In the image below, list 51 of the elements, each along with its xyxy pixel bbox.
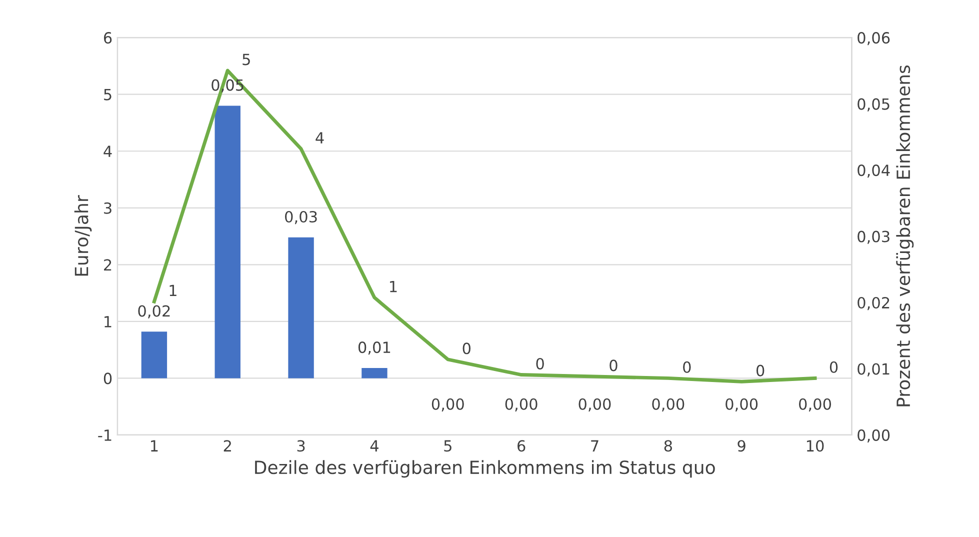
y-tick-label: 0 xyxy=(104,372,112,384)
y-tick-label: 5 xyxy=(104,89,112,100)
data-label: 0 xyxy=(683,361,691,373)
bar xyxy=(141,332,168,378)
data-label: 0 xyxy=(610,360,618,372)
y-tick-label: 4 xyxy=(104,146,112,157)
x-tick-label: 4 xyxy=(370,440,378,452)
annotation: 0,00 xyxy=(578,398,611,412)
y-tick-label: 6 xyxy=(104,32,112,44)
y2-tick-label: 0,04 xyxy=(858,164,890,178)
x-tick-label: 9 xyxy=(738,440,746,452)
annotation: 0,03 xyxy=(285,210,317,224)
y-tick-label: -1 xyxy=(98,430,112,441)
annotation: 0,00 xyxy=(652,398,684,412)
annotation: 0,02 xyxy=(138,305,170,318)
y-tick-label: 2 xyxy=(104,259,112,270)
y2-tick-label: 0,01 xyxy=(858,363,890,376)
y2-axis-title: Prozent des verfügbaren Einkommens xyxy=(896,65,914,406)
bar xyxy=(362,368,388,378)
x-tick-label: 5 xyxy=(444,440,452,452)
data-label: 1 xyxy=(170,284,176,296)
y2-tick-label: 0,03 xyxy=(858,230,890,244)
data-label: 0 xyxy=(536,358,544,370)
y2-tick-label: 0,06 xyxy=(858,32,890,46)
bar xyxy=(214,106,240,378)
x-tick-label: 6 xyxy=(518,440,526,452)
y2-tick-label: 0,00 xyxy=(858,429,890,443)
y-tick-label: 1 xyxy=(104,316,112,328)
y2-tick-label: 0,02 xyxy=(858,296,890,310)
data-label: 4 xyxy=(316,132,324,144)
bar xyxy=(288,237,314,378)
annotation: 0,00 xyxy=(432,398,464,412)
x-tick-label: 8 xyxy=(664,440,672,452)
x-tick-label: 7 xyxy=(591,440,598,452)
annotation: 0,00 xyxy=(726,398,758,412)
x-tick-label: 2 xyxy=(224,440,231,452)
x-axis-title: Dezile des verfügbaren Einkommens im Status quo xyxy=(255,460,715,478)
annotation: 0,00 xyxy=(799,398,832,412)
data-label: 0 xyxy=(756,364,764,376)
y2-tick-label: 0,05 xyxy=(858,98,890,112)
x-tick-label: 3 xyxy=(297,440,305,452)
annotation: 0,01 xyxy=(358,342,390,355)
data-label: 5 xyxy=(242,54,250,66)
y-tick-label: 3 xyxy=(104,202,112,214)
annotation: 0,00 xyxy=(505,398,538,412)
x-tick-label: 1 xyxy=(151,440,158,452)
data-label: 0 xyxy=(462,342,470,354)
x-tick-label: 10 xyxy=(806,440,824,452)
data-label: 0 xyxy=(830,361,838,373)
data-label: 1 xyxy=(390,280,397,292)
y-axis-title: Euro/Jahr xyxy=(74,195,92,276)
